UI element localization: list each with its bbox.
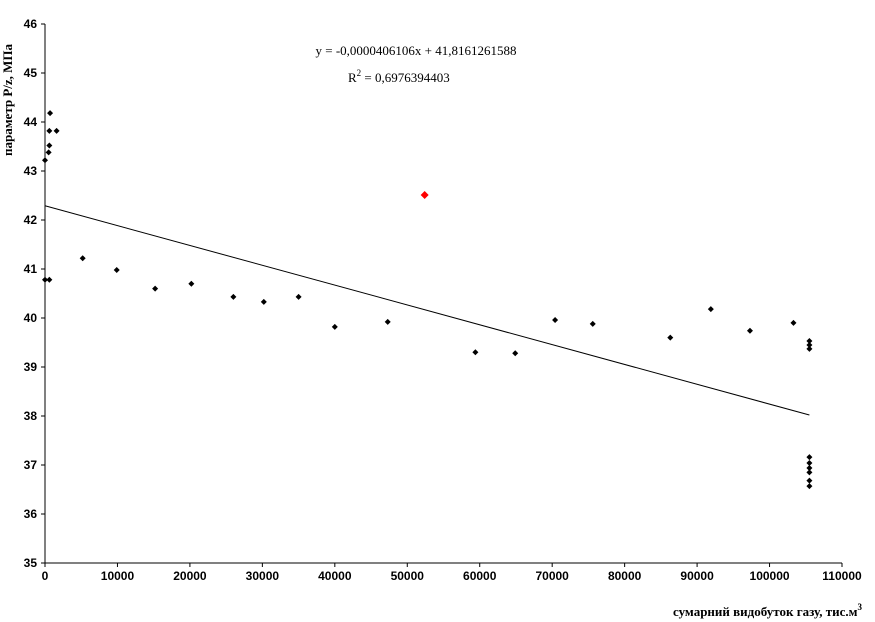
point <box>331 323 338 330</box>
x-tick-label: 70000 <box>535 569 569 583</box>
y-tick-label: 39 <box>24 360 38 374</box>
point <box>707 306 714 313</box>
r-squared: R2 = 0,6976394403 <box>348 68 450 85</box>
point <box>260 298 267 305</box>
point <box>188 280 195 287</box>
x-axis-title: сумарний видобуток газу, тис.м3 <box>673 602 863 619</box>
r2-value: = 0,6976394403 <box>361 70 450 85</box>
y-tick-label: 43 <box>24 164 38 178</box>
point <box>79 255 86 262</box>
point <box>230 293 237 300</box>
y-tick-label: 42 <box>24 213 38 227</box>
y-tick-label: 45 <box>24 66 38 80</box>
point <box>806 454 813 461</box>
point <box>53 127 60 134</box>
y-tick-label: 40 <box>24 311 38 325</box>
point <box>384 318 391 325</box>
x-tick-label: 10000 <box>101 569 135 583</box>
x-tick-label: 90000 <box>680 569 714 583</box>
x-tick-label: 110000 <box>822 569 862 583</box>
point <box>420 191 429 200</box>
point <box>46 276 53 283</box>
point <box>152 285 159 292</box>
x-tick-label: 60000 <box>463 569 497 583</box>
point <box>42 157 48 164</box>
y-tick-label: 46 <box>24 17 38 31</box>
point <box>47 110 54 117</box>
x-tick-label: 100000 <box>750 569 790 583</box>
point <box>552 316 559 323</box>
x-tick-label: 50000 <box>391 569 425 583</box>
trendline <box>44 205 810 416</box>
point <box>746 327 753 334</box>
y-axis-title: параметр P/z, МПа <box>0 43 15 156</box>
point <box>806 469 813 476</box>
y-tick-label: 36 <box>24 507 38 521</box>
point <box>42 276 48 283</box>
point <box>806 460 813 467</box>
x-tick-label: 20000 <box>173 569 207 583</box>
equation: y = -0,0000406106x + 41,8161261588 <box>316 43 517 58</box>
x-label-sup: 3 <box>858 602 863 612</box>
point <box>472 349 479 356</box>
y-tick-label: 44 <box>24 115 38 129</box>
point <box>790 319 797 326</box>
x-tick-label: 30000 <box>246 569 280 583</box>
point <box>806 483 813 490</box>
point <box>806 345 813 352</box>
point <box>806 464 813 471</box>
point <box>46 127 53 134</box>
y-tick-label: 35 <box>24 556 38 570</box>
point <box>512 350 519 357</box>
point <box>667 334 674 341</box>
r2-label: R <box>348 70 357 85</box>
y-tick-label: 37 <box>24 458 38 472</box>
point <box>46 142 53 149</box>
r2-sup: 2 <box>357 68 362 78</box>
point <box>113 266 120 273</box>
point <box>589 320 596 327</box>
y-tick-label: 41 <box>24 262 38 276</box>
x-tick-label: 80000 <box>608 569 642 583</box>
point <box>806 341 813 348</box>
point <box>45 149 52 156</box>
x-label: сумарний видобуток газу, тис.м <box>673 604 858 619</box>
point <box>295 293 302 300</box>
point <box>806 477 813 484</box>
y-tick-label: 38 <box>24 409 38 423</box>
x-tick-label: 0 <box>42 569 49 583</box>
point <box>806 338 813 345</box>
x-tick-label: 40000 <box>318 569 352 583</box>
